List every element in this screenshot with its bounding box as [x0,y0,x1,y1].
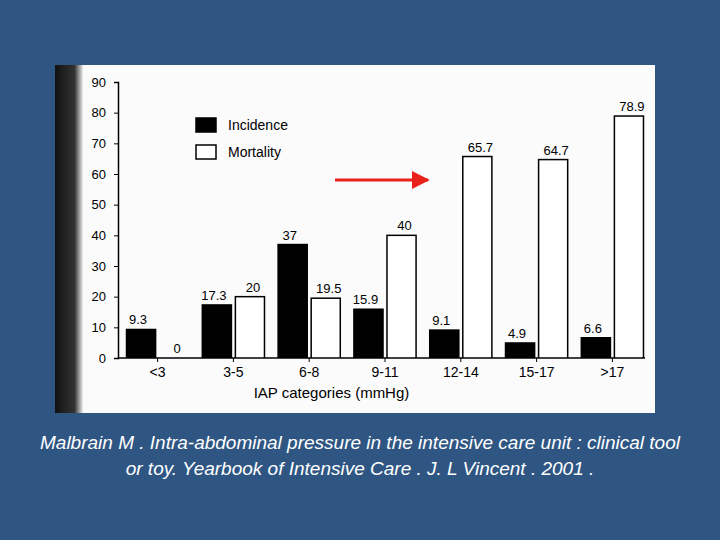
bar [539,160,568,358]
legend-swatch [196,145,216,159]
y-tick-label: 40 [92,228,106,243]
y-tick-mark [114,235,118,236]
legend-entry: Incidence [196,117,288,133]
bar [506,343,535,358]
bar [127,329,156,358]
y-tick-mark [114,205,118,206]
y-tick-label: 20 [92,289,106,304]
y-tick-mark [114,143,118,144]
data-label: 9.1 [432,313,450,328]
x-tick: 15-17 [519,358,555,380]
y-tick-label: 0 [99,351,106,366]
y-tick-mark [114,358,118,359]
y-tick: 40 [92,228,118,243]
bar [311,298,340,358]
y-tick-mark [114,113,118,114]
y-tick: 50 [92,197,118,212]
image-area [55,65,655,413]
y-tick: 0 [99,351,118,366]
y-tick: 80 [92,105,118,120]
bar [430,330,459,358]
legend-entry: Mortality [196,144,281,160]
data-label: 78.9 [619,99,644,114]
x-tick-label: <3 [150,364,166,380]
y-tick-label: 60 [92,167,106,182]
data-label: 4.9 [508,326,526,341]
y-axis: 0 10 20 30 40 50 60 70 80 90 [92,75,119,366]
data-label: 37 [282,228,296,243]
legend-label: Incidence [228,117,288,133]
bar [463,157,492,358]
y-tick-mark [114,82,118,83]
x-axis: <3 3-5 6-8 9-11 12-14 15-17 >17 [118,358,645,380]
data-label: 19.5 [316,281,341,296]
bar [202,305,231,358]
x-tick-mark [233,358,234,362]
background [0,0,720,540]
bar [614,116,643,358]
data-labels: 9.3 17.3 37 15.9 9.1 4.9 6.6 0 20 19.5 40 65.7 64.7 7… [129,99,645,356]
data-label: 40 [397,218,411,233]
x-tick: 9-11 [372,358,399,380]
y-tick-label: 50 [92,197,106,212]
data-label: 20 [246,280,260,295]
x-tick-mark [460,358,461,362]
y-tick-label: 10 [92,320,106,335]
x-tick-label: 12-14 [443,364,479,380]
data-label: 0 [174,341,181,356]
data-label: 15.9 [353,292,378,307]
bar [581,338,610,358]
data-label: 65.7 [468,140,493,155]
y-tick: 70 [92,136,118,151]
x-tick: <3 [150,358,166,380]
x-tick-mark [157,358,158,362]
x-tick-label: 6-8 [299,364,319,380]
scan-edge [55,65,83,413]
legend-swatch [196,118,216,132]
x-tick-mark [309,358,310,362]
x-tick: >17 [601,358,625,380]
x-tick-label: 3-5 [223,364,243,380]
y-tick-label: 80 [92,105,106,120]
x-tick-mark [612,358,613,362]
y-tick-label: 90 [92,75,106,90]
x-tick-mark [385,358,386,362]
bar [354,309,383,358]
y-tick-label: 30 [92,259,106,274]
bar [387,235,416,358]
x-tick: 6-8 [299,358,319,380]
arrow [335,179,428,182]
y-tick-mark [114,174,118,175]
bars [127,116,644,358]
bar [160,357,189,358]
y-tick: 20 [92,289,118,304]
data-label: 9.3 [129,312,147,327]
data-label: 64.7 [543,143,568,158]
legend-label: Mortality [228,144,281,160]
x-tick-mark [536,358,537,362]
y-tick: 30 [92,259,118,274]
y-tick-mark [114,327,118,328]
caption: Malbrain M . Intra-abdominal pressure in… [30,430,690,482]
y-tick-label: 70 [92,136,106,151]
x-tick-label: 9-11 [372,364,399,380]
y-tick: 90 [92,75,118,90]
x-tick-label: >17 [601,364,625,380]
x-tick: 3-5 [223,358,243,380]
bar [235,297,264,358]
slide: 0 10 20 30 40 50 60 70 80 90 <3 3-5 6-8 9-11 12-14 15-1… [0,0,720,540]
y-tick: 10 [92,320,118,335]
y-tick: 60 [92,167,118,182]
bar [278,245,307,358]
x-tick-label: 15-17 [519,364,555,380]
y-axis-line [114,83,119,359]
x-tick: 12-14 [443,358,479,380]
data-label: 6.6 [584,321,602,336]
y-tick-mark [114,297,118,298]
x-axis-title: IAP categories (mmHg) [254,384,410,401]
data-label: 17.3 [201,288,226,303]
legend: Incidence Mortality [196,117,288,160]
y-tick-mark [114,266,118,267]
